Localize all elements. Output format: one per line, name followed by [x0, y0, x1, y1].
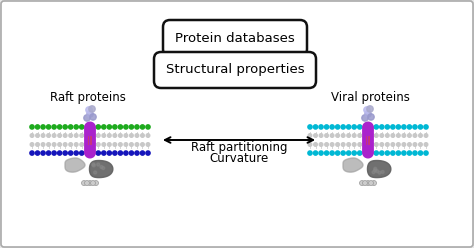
Circle shape	[341, 125, 345, 129]
Circle shape	[374, 169, 376, 172]
Circle shape	[146, 143, 150, 146]
Circle shape	[85, 132, 95, 142]
Circle shape	[146, 125, 150, 129]
Circle shape	[308, 134, 312, 137]
Text: Protein databases: Protein databases	[175, 31, 295, 44]
Circle shape	[97, 163, 100, 166]
Circle shape	[41, 143, 45, 146]
Polygon shape	[367, 160, 391, 178]
Circle shape	[402, 151, 406, 155]
Circle shape	[86, 107, 92, 113]
Circle shape	[97, 134, 100, 137]
Circle shape	[319, 143, 323, 146]
Circle shape	[57, 125, 62, 129]
Circle shape	[46, 125, 51, 129]
Circle shape	[362, 115, 368, 121]
Circle shape	[369, 125, 373, 129]
Circle shape	[69, 134, 73, 137]
Circle shape	[91, 181, 95, 186]
Circle shape	[314, 134, 317, 137]
Circle shape	[359, 181, 365, 186]
Circle shape	[63, 125, 67, 129]
Circle shape	[391, 143, 395, 146]
Circle shape	[347, 134, 350, 137]
Circle shape	[357, 125, 362, 129]
Circle shape	[87, 111, 93, 117]
Circle shape	[325, 134, 328, 137]
Circle shape	[363, 151, 367, 155]
Circle shape	[85, 138, 95, 148]
Circle shape	[381, 170, 384, 173]
Circle shape	[84, 115, 90, 121]
Circle shape	[396, 151, 401, 155]
Circle shape	[30, 143, 34, 146]
Circle shape	[319, 151, 323, 155]
Circle shape	[124, 134, 128, 137]
Circle shape	[58, 143, 62, 146]
Circle shape	[108, 134, 111, 137]
Circle shape	[80, 134, 83, 137]
Circle shape	[424, 125, 428, 129]
Circle shape	[30, 151, 34, 155]
Circle shape	[363, 128, 373, 139]
Circle shape	[375, 170, 379, 173]
Circle shape	[92, 164, 95, 167]
Circle shape	[363, 122, 373, 133]
Circle shape	[368, 181, 374, 186]
Circle shape	[102, 151, 106, 155]
Circle shape	[413, 143, 417, 146]
Circle shape	[341, 151, 345, 155]
Polygon shape	[90, 160, 113, 178]
Circle shape	[363, 141, 373, 152]
Circle shape	[341, 134, 345, 137]
Circle shape	[336, 125, 340, 129]
Circle shape	[336, 143, 339, 146]
Circle shape	[352, 134, 356, 137]
Circle shape	[30, 125, 34, 129]
Circle shape	[319, 134, 323, 137]
Circle shape	[352, 125, 356, 129]
Circle shape	[308, 151, 312, 155]
Circle shape	[135, 143, 139, 146]
Circle shape	[107, 151, 111, 155]
Circle shape	[113, 143, 117, 146]
Circle shape	[402, 125, 406, 129]
Circle shape	[100, 165, 103, 168]
Circle shape	[374, 143, 378, 146]
Circle shape	[380, 125, 384, 129]
Circle shape	[374, 167, 377, 170]
Circle shape	[80, 143, 83, 146]
Circle shape	[102, 134, 106, 137]
Circle shape	[424, 134, 428, 137]
Circle shape	[63, 151, 67, 155]
Circle shape	[96, 151, 100, 155]
Circle shape	[413, 134, 417, 137]
Circle shape	[52, 134, 56, 137]
Circle shape	[347, 143, 350, 146]
Circle shape	[325, 143, 328, 146]
Circle shape	[69, 143, 73, 146]
Circle shape	[363, 181, 367, 186]
Circle shape	[380, 143, 383, 146]
Circle shape	[47, 134, 50, 137]
Circle shape	[74, 151, 78, 155]
Circle shape	[358, 134, 362, 137]
Circle shape	[372, 181, 376, 186]
Circle shape	[90, 114, 96, 120]
Circle shape	[97, 143, 100, 146]
Circle shape	[391, 125, 395, 129]
Circle shape	[94, 171, 97, 174]
Circle shape	[391, 151, 395, 155]
Circle shape	[85, 144, 95, 155]
Circle shape	[89, 106, 95, 112]
Circle shape	[74, 125, 78, 129]
Circle shape	[413, 125, 417, 129]
Circle shape	[413, 151, 417, 155]
Text: Viral proteins: Viral proteins	[330, 92, 410, 104]
Circle shape	[374, 151, 378, 155]
Circle shape	[419, 143, 422, 146]
Circle shape	[57, 151, 62, 155]
Circle shape	[419, 151, 423, 155]
Circle shape	[129, 134, 133, 137]
